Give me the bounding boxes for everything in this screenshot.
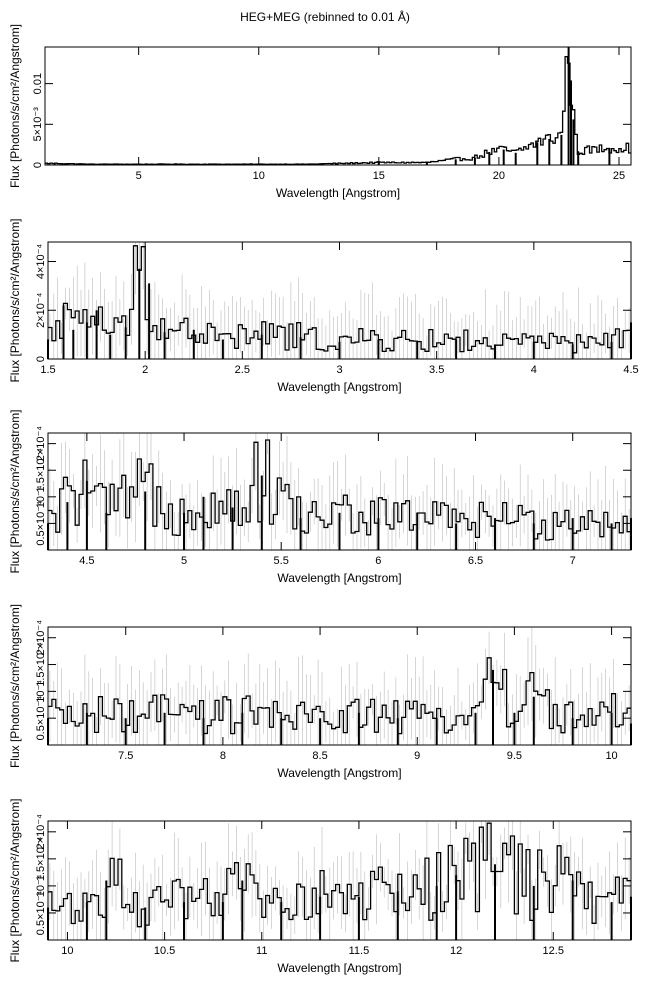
x-axis-label: Wavelength [Angstrom] [276,186,400,200]
y-tick-label: 0 [32,162,44,168]
x-tick-label: 8.5 [312,750,327,762]
y-tick-label: 4×10⁻⁴ [35,244,47,280]
x-tick-label: 1.5 [40,364,55,376]
x-tick-label: 4.5 [623,364,638,376]
x-tick-label: 25 [613,170,625,182]
x-tick-label: 20 [493,170,505,182]
y-tick-label: 2×10⁻⁴ [35,292,47,328]
x-tick-label: 8 [220,750,226,762]
x-tick-label: 12 [450,945,462,957]
x-tick-label: 10 [61,945,73,957]
data-points [47,268,632,359]
y-tick-label: 0.5×10⁻⁴ [35,696,47,741]
x-tick-label: 6 [375,555,381,567]
x-axis-label: Wavelength [Angstrom] [277,571,401,585]
chart-panel-2: 1.5 2 2.5 3 3.5 4 4.5 0 2×10⁻⁴ 4×10⁻⁴ Wavelength [… [8,218,639,394]
y-axis-label: Flux [Photons/s/cm²/Angstrom] [8,604,22,768]
chart-panel-3: 4.5 5 5.5 6 6.5 7 0.5×10⁻⁴10⁻⁴1.5×10⁻⁴2×10⁻⁴ Wa… [8,409,632,585]
chart-panel-5: 10 10.5 11 11.5 12 12.5 0.5×10⁻⁴10⁻⁴1.5×10⁻⁴2×… [8,798,632,975]
x-tick-label: 5 [136,170,142,182]
figure-title: HEG+MEG (rebinned to 0.01 Å) [240,10,410,24]
y-axis-label: Flux [Photons/s/cm²/Angstrom] [8,218,22,382]
y-tick-label: 0.01 [32,73,44,94]
x-tick-label: 9.5 [507,750,522,762]
x-tick-label: 10 [605,750,617,762]
y-tick-label: 10⁻⁴ [35,680,47,703]
flux-histogram [48,657,631,735]
y-tick-label: 1.5×10⁻⁴ [35,642,47,687]
flux-histogram [48,439,631,541]
x-tick-label: 15 [373,170,385,182]
x-tick-label: 5.5 [274,555,289,567]
plot-frame [47,820,632,941]
x-tick-label: 4.5 [79,555,94,567]
x-tick-label: 11.5 [349,945,370,957]
y-tick-label: 1.5×10⁻⁴ [35,836,47,881]
y-tick-label: 0.5×10⁻⁴ [35,890,47,935]
x-tick-label: 4 [531,364,537,376]
y-tick-label: 0.5×10⁻⁴ [35,501,47,546]
chart-panel-1: 5 10 15 20 25 0 5×10⁻³ 0.01 Wavelength [Angstrom… [8,24,632,200]
x-tick-label: 10.5 [154,945,175,957]
y-tick-label: 2×10⁻⁴ [35,814,47,850]
y-axis-label: Flux [Photons/s/cm²/Angstrom] [8,24,22,188]
y-tick-label: 5×10⁻³ [32,107,44,142]
x-axis-label: Wavelength [Angstrom] [277,380,401,394]
x-tick-label: 7.5 [118,750,133,762]
x-tick-label: 6.5 [468,555,483,567]
plot-frame [47,626,632,746]
x-tick-label: 12.5 [543,945,564,957]
y-tick-label: 0 [35,356,47,362]
x-axis-label: Wavelength [Angstrom] [277,766,401,780]
x-tick-label: 9 [414,750,420,762]
x-tick-label: 10 [253,170,265,182]
y-axis-label: Flux [Photons/s/cm²/Angstrom] [8,409,22,573]
x-tick-label: 7 [570,555,576,567]
y-tick-label: 10⁻⁴ [35,485,47,508]
x-tick-label: 3 [336,364,342,376]
x-axis-label: Wavelength [Angstrom] [277,961,401,975]
chart-panel-4: 7.5 8 8.5 9 9.5 10 0.5×10⁻⁴10⁻⁴1.5×10⁻⁴2×10⁻⁴ W… [8,604,632,780]
plot-frame [44,46,632,166]
x-tick-label: 2 [142,364,148,376]
y-tick-label: 1.5×10⁻⁴ [35,448,47,493]
flux-histogram [45,55,631,166]
y-tick-label: 2×10⁻⁴ [35,620,47,656]
y-axis-label: Flux [Photons/s/cm²/Angstrom] [8,798,22,962]
error-bars [49,242,630,359]
x-tick-label: 5 [181,555,187,567]
y-tick-label: 10⁻⁴ [35,874,47,897]
y-tick-label: 2×10⁻⁴ [35,426,47,462]
plot-frame [47,432,632,551]
x-tick-label: 2.5 [235,364,250,376]
x-tick-label: 3.5 [429,364,444,376]
x-tick-label: 11 [256,945,267,957]
